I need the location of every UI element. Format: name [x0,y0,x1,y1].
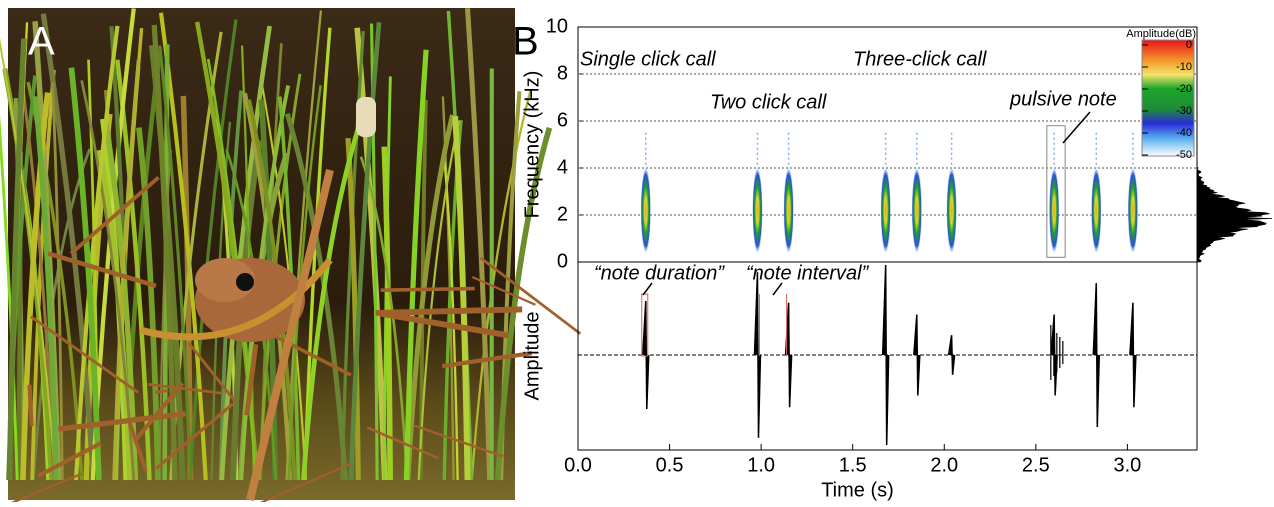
arrow [643,283,652,295]
y2-axis-label: Amplitude [521,312,543,401]
dry-reed [381,289,475,291]
waveform-spike [914,315,920,396]
colorbar-tick-label: -10 [1176,61,1192,73]
annotation: “note duration” [594,262,725,284]
x-tick-label: 1.0 [747,454,775,476]
x-tick-label: 3.0 [1114,454,1142,476]
dry-reed [155,391,168,393]
dry-reed [29,385,31,426]
colorbar-tick-label: -50 [1176,149,1192,161]
waveform-spike [883,265,889,445]
dry-reed [376,309,523,313]
x-tick-label: 1.5 [839,454,867,476]
colorbar-tick-label: -40 [1176,127,1192,139]
waveform-spike [949,335,955,375]
panel-label: A [28,20,55,64]
colorbar-tick-label: -30 [1176,105,1192,117]
colorbar-tick-label: 0 [1186,39,1192,51]
annotation: Single click call [580,48,716,70]
panel-label: B [512,20,539,64]
frequency-spectrum [1197,27,1272,262]
spectrogram-note [1091,168,1101,253]
spectrogram-note [752,168,762,253]
x-tick-label: 2.0 [930,454,958,476]
colorbar-tick-label: -20 [1176,83,1192,95]
x-tick-label: 0.0 [564,454,592,476]
y-axis-label: Frequency (kHz) [521,71,543,219]
waveform-spike [1130,303,1136,407]
waveform-spike [1093,283,1099,427]
annotation: “note interval” [746,262,870,284]
y-tick-label: 2 [557,203,568,225]
spectrogram-note [881,168,891,253]
sap [356,97,376,137]
x-axis-label: Time (s) [821,479,894,501]
spectrogram-note [947,168,957,253]
x-tick-label: 0.5 [656,454,684,476]
frog-photo [0,8,580,502]
spectrogram-note [784,168,794,253]
spectrogram-note [641,168,651,253]
y-tick-label: 0 [557,250,568,272]
y-tick-label: 4 [557,156,568,178]
spectrogram-note [912,168,922,253]
arrow [773,283,782,295]
spectrogram-note [1128,168,1138,253]
y-tick-label: 6 [557,109,568,131]
annotation: Three-click call [853,48,987,70]
annotation: pulsive note [1009,88,1117,110]
y-tick-label: 8 [557,62,568,84]
x-tick-label: 2.5 [1022,454,1050,476]
frog-eye [236,273,254,291]
annotation: Two click call [710,91,827,113]
spectrogram-note [1049,168,1059,253]
y-tick-label: 10 [546,15,568,37]
